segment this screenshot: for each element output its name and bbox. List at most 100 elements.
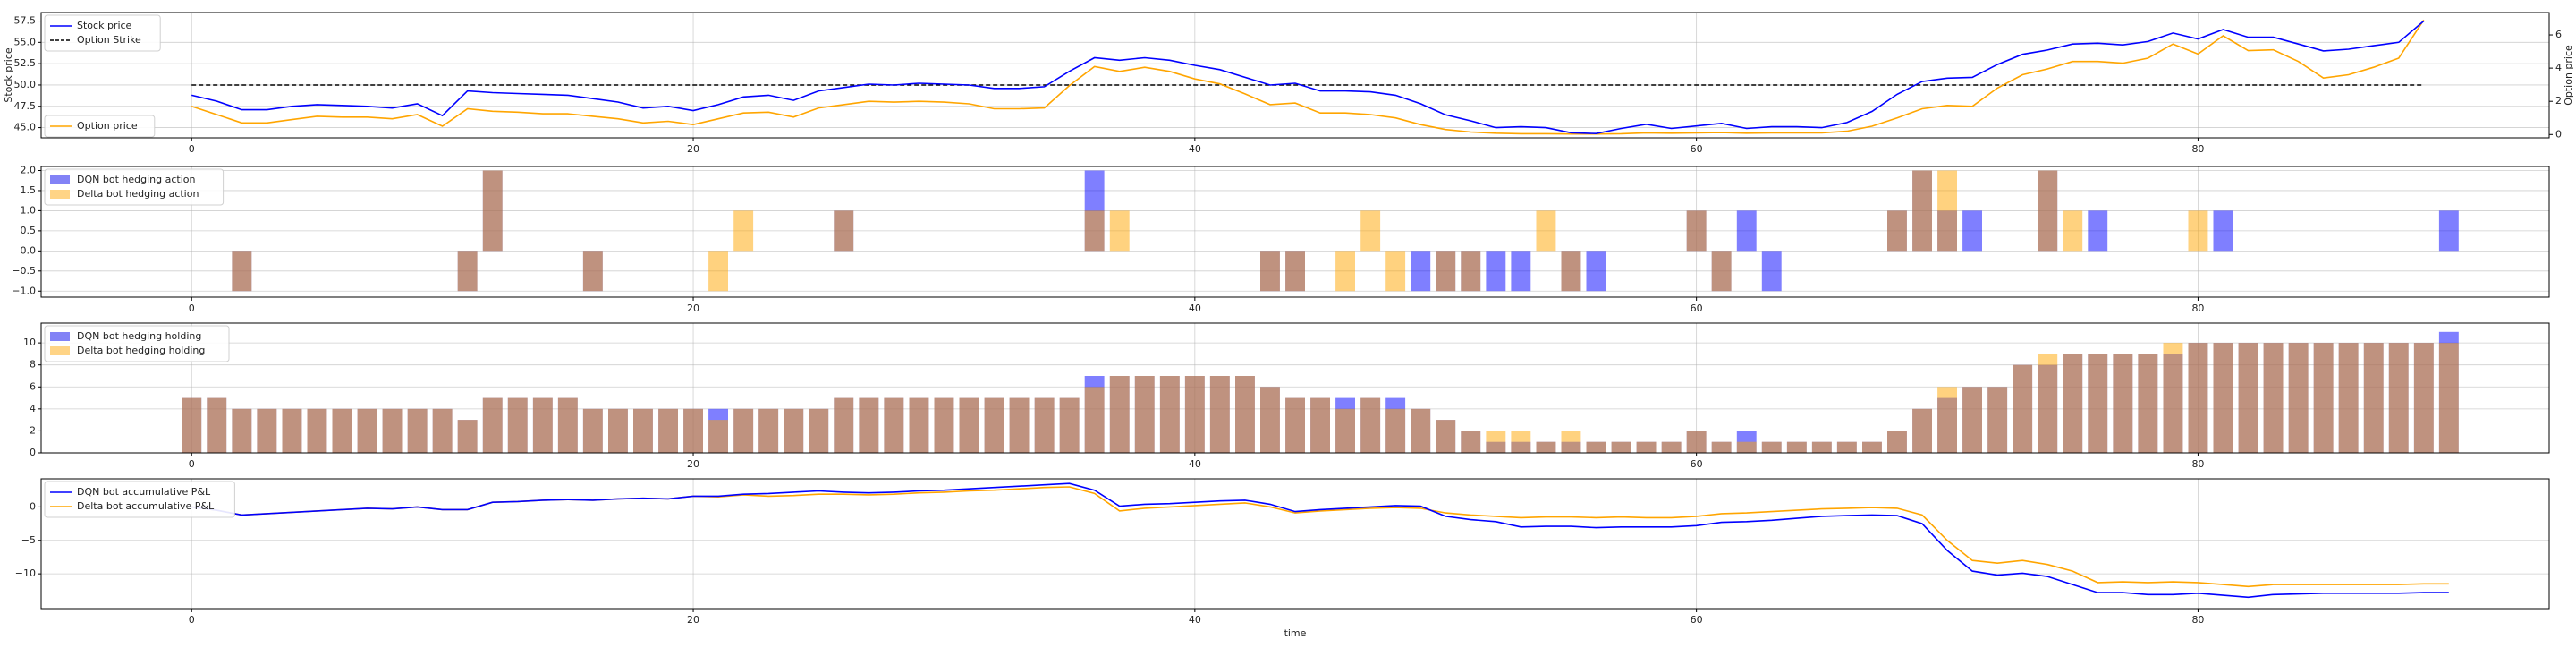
y-tick-label: 8 <box>30 359 36 371</box>
delta-holding-bar <box>582 408 603 453</box>
delta-holding-bar <box>2088 354 2108 453</box>
dqn-action-bar <box>1736 210 1757 252</box>
x-tick-label: 0 <box>189 143 195 155</box>
delta-holding-bar <box>834 397 854 453</box>
delta-holding-bar <box>1084 387 1105 453</box>
legend-box <box>44 325 230 362</box>
delta-holding-bar <box>282 408 302 453</box>
delta-holding-bar <box>708 420 728 453</box>
delta-action-bar <box>1385 251 1406 292</box>
delta-holding-bar <box>2438 343 2459 453</box>
option-price-line <box>191 19 2425 135</box>
delta-holding-bar <box>1736 441 1757 453</box>
delta-holding-bar <box>1962 387 1982 453</box>
delta-holding-bar <box>1661 441 1682 453</box>
x-tick-label: 60 <box>1690 143 1703 155</box>
delta-action-bar <box>834 210 854 252</box>
dqn-action-bar <box>1962 210 1982 252</box>
delta-holding-bar <box>1059 397 1080 453</box>
delta-holding-bar <box>2238 343 2258 453</box>
delta-holding-bar <box>608 408 628 453</box>
delta-holding-bar <box>2338 343 2359 453</box>
delta-holding-bar <box>1912 408 1932 453</box>
x-tick-label: 0 <box>189 303 195 314</box>
legend-label: DQN bot hedging holding <box>77 330 201 342</box>
delta-holding-bar <box>959 397 979 453</box>
delta-holding-bar <box>934 397 954 453</box>
x-tick-label: 60 <box>1690 303 1703 314</box>
delta-action-bar <box>1912 170 1932 252</box>
x-tick-label: 80 <box>2191 458 2204 470</box>
dqn-action-bar <box>1761 251 1782 292</box>
y-tick-label: 0.5 <box>21 225 37 236</box>
axes-frame <box>40 12 2550 139</box>
delta-holding-bar <box>859 397 879 453</box>
y-axis-label-stock: Stock price <box>3 47 14 103</box>
dqn-action-bar <box>1511 251 1531 292</box>
y-tick-label: 4 <box>30 403 36 414</box>
delta-holding-bar <box>1310 397 1330 453</box>
delta-action-bar <box>1536 210 1556 252</box>
panel-action: 0 20 40 60 80 −1.0 −0.5 0.0 0.5 1.0 1.5 2.0 DQN bot … <box>12 164 2550 314</box>
delta-holding-bar <box>1611 441 1631 453</box>
delta-holding-bar <box>357 408 377 453</box>
delta-action-bar <box>457 251 478 292</box>
delta-holding-bar <box>633 408 653 453</box>
delta-holding-bar <box>1411 408 1431 453</box>
delta-holding-bar <box>1159 376 1180 453</box>
dqn-action-bar <box>1486 251 1506 292</box>
delta-holding-bar <box>909 397 929 453</box>
delta-action-bar <box>1711 251 1732 292</box>
panel-holding: 0 20 40 60 80 0 2 4 6 8 10 DQN bot hedging holding D… <box>23 322 2550 470</box>
delta-holding-bar <box>1260 387 1280 453</box>
x-tick-label: 80 <box>2191 303 2204 314</box>
dqn-action-bar <box>1411 251 1431 292</box>
y-tick-label: −1.0 <box>12 285 36 296</box>
delta-holding-bar <box>2363 343 2384 453</box>
legend-label: Delta bot accumulative P&L <box>77 500 215 512</box>
delta-holding-bar <box>1711 441 1732 453</box>
delta-holding-bar <box>1561 431 1581 453</box>
x-tick-label: 40 <box>1189 614 1201 626</box>
delta-holding-bar <box>1511 431 1531 453</box>
delta-holding-bar <box>683 408 703 453</box>
legend-label: DQN bot accumulative P&L <box>77 486 211 498</box>
delta-action-bar <box>582 251 603 292</box>
legend-label: Stock price <box>77 20 132 31</box>
legend-label: Delta bot hedging holding <box>77 345 205 356</box>
delta-holding-bar <box>1285 397 1305 453</box>
delta-holding-bar <box>557 397 578 453</box>
delta-action-bar <box>2063 210 2083 252</box>
delta-holding-bar <box>2263 343 2284 453</box>
legend-label: Option price <box>77 120 138 132</box>
delta-holding-bar <box>2138 354 2158 453</box>
delta-holding-bar <box>182 397 202 453</box>
delta-holding-bar <box>232 408 252 453</box>
stock-price-line <box>191 20 2425 135</box>
delta-action-bar <box>1285 251 1305 292</box>
dqn-action-bar <box>2438 210 2459 252</box>
delta-holding-bar <box>1636 441 1657 453</box>
delta-holding-bar <box>758 408 779 453</box>
x-tick-label: 0 <box>189 614 195 626</box>
y-right-tick-label: 2 <box>2555 95 2562 107</box>
delta-action-bar <box>708 251 728 292</box>
delta-holding-bar <box>382 408 402 453</box>
delta-pnl-line <box>191 486 2449 588</box>
delta-holding-bar <box>2113 354 2133 453</box>
delta-holding-bar <box>984 397 1004 453</box>
delta-holding-bar <box>2213 343 2233 453</box>
y-tick-label: 0 <box>30 500 36 512</box>
delta-holding-bar <box>407 408 428 453</box>
legend-box <box>44 115 156 138</box>
legend-box <box>44 168 225 206</box>
delta-holding-bar <box>1786 441 1807 453</box>
delta-action-bar <box>2038 170 2058 252</box>
y-tick-label: 1.5 <box>21 184 37 196</box>
delta-holding-bar <box>1360 397 1381 453</box>
delta-holding-bar <box>2012 364 2033 453</box>
delta-holding-bar <box>307 408 327 453</box>
x-tick-label: 60 <box>1690 458 1703 470</box>
panel-price: 0 20 40 60 80 45.0 47.5 50.0 52.5 55.0 57.5 0 2 4 6 Sto… <box>3 12 2574 155</box>
y-tick-label: 1.0 <box>21 204 37 216</box>
